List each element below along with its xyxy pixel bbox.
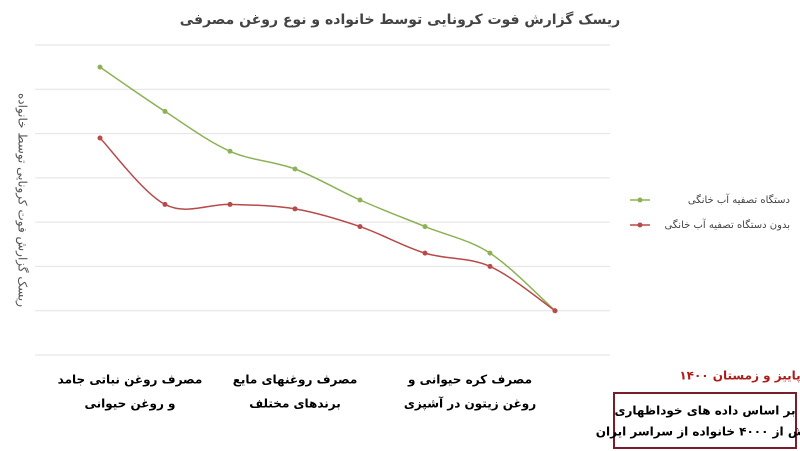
- chart-title: ریسک گزارش فوت کرونایی توسط خانواده و نو…: [180, 11, 620, 28]
- y-axis-label: ریسک گزارش فوت کرونایی توسط خانواده: [15, 93, 30, 307]
- point: [357, 224, 363, 230]
- note: بر اساس داده های خوداظهاری: [614, 404, 795, 419]
- point: [292, 206, 298, 212]
- point: [162, 108, 168, 114]
- legend-label: دستگاه تصفیه آب خانگی: [688, 193, 790, 206]
- x-group-label: مصرف روغنهای مایع: [233, 373, 358, 388]
- point: [227, 201, 233, 207]
- point: [552, 308, 558, 314]
- point: [97, 64, 103, 70]
- point: [487, 250, 493, 256]
- point: [97, 135, 103, 141]
- x-group-label: مصرف کره حیوانی و: [407, 373, 532, 388]
- point: [487, 263, 493, 269]
- x-group-label: برندهای مختلف: [249, 397, 341, 411]
- x-group-label: و روغن حیوانی: [84, 397, 175, 412]
- point: [357, 197, 363, 203]
- point: [422, 250, 428, 256]
- note-box: [613, 392, 797, 449]
- point: [422, 224, 428, 230]
- period: پاییز و زمستان ۱۴۰۰: [679, 369, 800, 384]
- series-line: [99, 137, 556, 312]
- series-line: [99, 66, 556, 312]
- legend-label: بدون دستگاه تصفیه آب خانگی: [664, 218, 790, 231]
- point: [292, 166, 298, 172]
- x-group-label: مصرف روغن نباتی جامد: [58, 373, 203, 388]
- point: [162, 201, 168, 207]
- x-group-label: روغن زیتون در آشپزی: [404, 396, 536, 412]
- legend-swatch: [637, 222, 643, 228]
- point: [227, 148, 233, 154]
- note: بیش از ۴۰۰۰ خانواده از سراسر ایران: [596, 425, 800, 440]
- legend-swatch: [637, 197, 643, 203]
